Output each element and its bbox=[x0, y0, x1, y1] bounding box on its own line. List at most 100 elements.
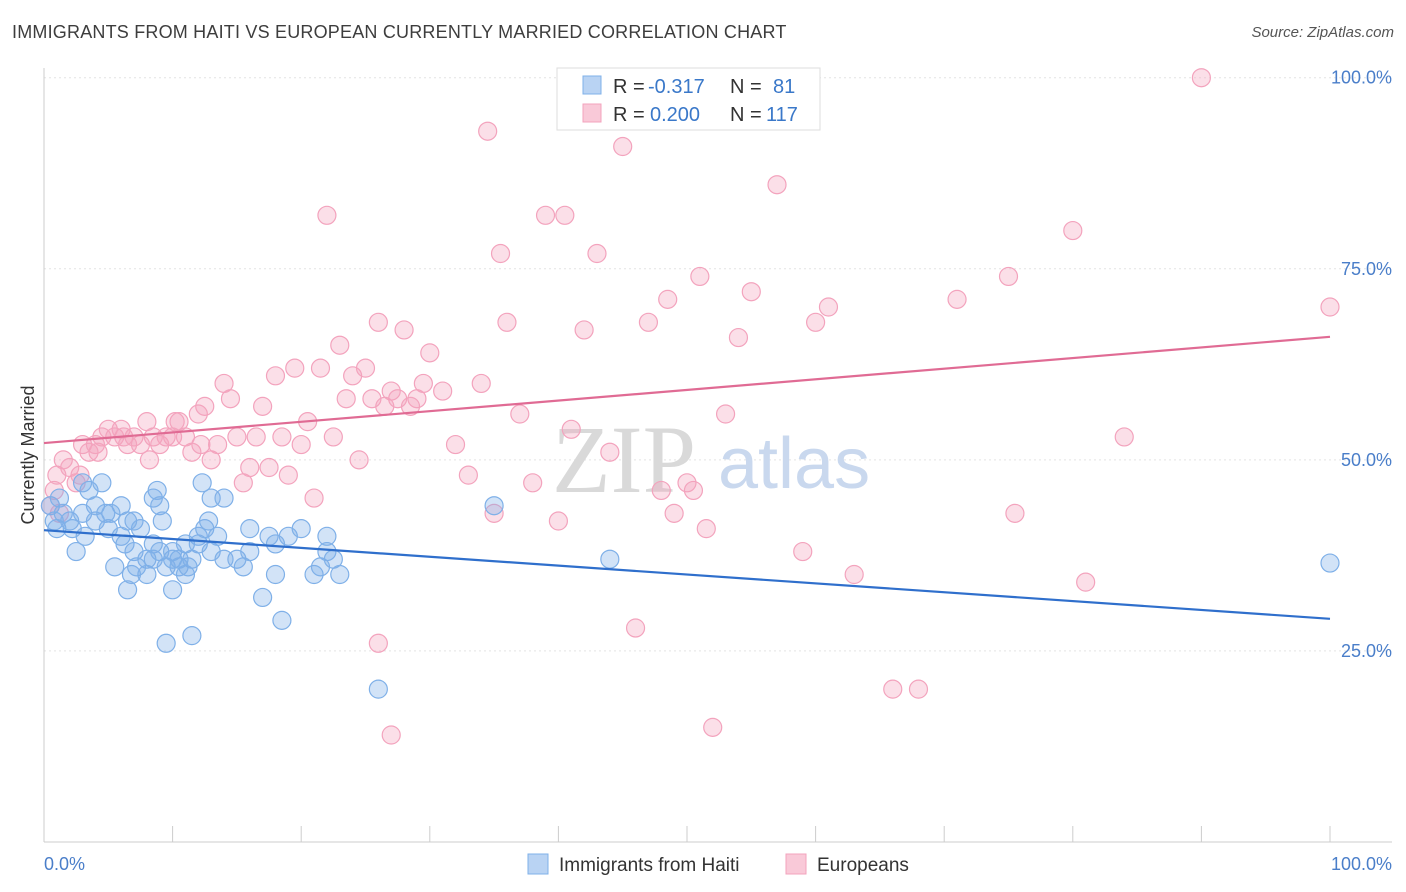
point-haiti bbox=[124, 511, 144, 531]
axes bbox=[43, 68, 1392, 843]
point-europeans bbox=[908, 679, 929, 699]
point-haiti bbox=[96, 503, 116, 523]
legend-swatch-haiti bbox=[582, 75, 602, 95]
point-haiti bbox=[1320, 553, 1340, 573]
point-europeans bbox=[696, 519, 716, 539]
point-europeans bbox=[574, 320, 594, 340]
point-haiti bbox=[265, 564, 286, 585]
point-europeans bbox=[336, 389, 356, 409]
point-europeans bbox=[272, 427, 292, 447]
point-haiti bbox=[317, 541, 337, 562]
point-europeans bbox=[265, 366, 286, 386]
point-europeans bbox=[285, 358, 305, 378]
legend-n-haiti: 81 bbox=[773, 76, 795, 98]
legend-r-label-europe: R = bbox=[613, 104, 645, 126]
point-europeans bbox=[227, 427, 247, 447]
point-haiti bbox=[75, 526, 95, 546]
point-europeans bbox=[445, 434, 466, 455]
legend-n-label-europe: N = bbox=[730, 104, 762, 126]
point-europeans bbox=[478, 121, 498, 141]
point-haiti bbox=[143, 534, 163, 554]
point-haiti bbox=[85, 496, 106, 516]
point-europeans bbox=[535, 205, 556, 225]
point-haiti bbox=[49, 488, 70, 508]
point-europeans bbox=[458, 465, 478, 485]
point-europeans bbox=[947, 289, 967, 309]
point-europeans bbox=[818, 297, 839, 317]
point-europeans bbox=[741, 282, 761, 302]
point-europeans bbox=[246, 427, 266, 447]
point-europeans bbox=[368, 312, 388, 332]
point-europeans bbox=[259, 457, 279, 478]
point-haiti bbox=[272, 610, 292, 630]
point-europeans bbox=[188, 404, 208, 424]
series-europeans bbox=[40, 68, 1340, 745]
point-europeans bbox=[715, 404, 736, 424]
watermark-zip: ZIP bbox=[552, 406, 696, 513]
point-europeans bbox=[1191, 68, 1212, 88]
legend-r-haiti: -0.317 bbox=[648, 76, 705, 98]
point-europeans bbox=[998, 266, 1019, 287]
point-haiti bbox=[240, 519, 260, 539]
point-europeans bbox=[323, 427, 343, 447]
point-haiti bbox=[330, 564, 350, 585]
chart-title: IMMIGRANTS FROM HAITI VS EUROPEAN CURREN… bbox=[12, 22, 787, 42]
point-europeans bbox=[368, 633, 388, 653]
point-europeans bbox=[600, 442, 620, 462]
point-europeans bbox=[548, 511, 569, 531]
y-axis-title: Currently Married bbox=[18, 385, 38, 524]
point-europeans bbox=[658, 289, 678, 309]
point-haiti bbox=[291, 519, 311, 539]
point-europeans bbox=[484, 503, 504, 523]
point-europeans bbox=[523, 473, 543, 493]
x-tick-labels: 0.0% 100.0% bbox=[44, 854, 1392, 874]
x-tick-label: 0.0% bbox=[44, 854, 85, 874]
point-haiti bbox=[304, 564, 324, 585]
point-europeans bbox=[625, 618, 646, 638]
trend-line-haiti bbox=[43, 529, 1331, 620]
point-europeans bbox=[1320, 297, 1340, 317]
point-europeans bbox=[805, 312, 826, 332]
point-haiti bbox=[600, 549, 620, 569]
point-europeans bbox=[561, 419, 581, 439]
point-europeans bbox=[683, 480, 704, 501]
watermark: ZIP atlas bbox=[552, 406, 870, 513]
y-tick-label: 25.0% bbox=[1341, 641, 1392, 661]
point-europeans bbox=[330, 335, 350, 355]
point-europeans bbox=[728, 327, 749, 348]
point-haiti bbox=[156, 633, 176, 653]
point-haiti bbox=[178, 557, 198, 577]
point-europeans bbox=[304, 488, 324, 508]
point-europeans bbox=[767, 175, 787, 195]
point-europeans bbox=[253, 396, 273, 416]
point-europeans bbox=[651, 480, 671, 501]
point-haiti bbox=[72, 473, 93, 493]
legend-r-europe: 0.200 bbox=[650, 104, 700, 126]
bottom-legend-label-europe: Europeans bbox=[817, 855, 909, 876]
point-europeans bbox=[703, 717, 723, 737]
y-tick-labels: 25.0% 50.0% 75.0% 100.0% bbox=[1331, 68, 1392, 661]
point-europeans bbox=[587, 243, 607, 264]
series-legend: Immigrants from Haiti Europeans bbox=[527, 853, 909, 876]
point-europeans bbox=[497, 312, 517, 332]
point-haiti bbox=[150, 496, 170, 516]
grid-lines bbox=[44, 77, 1392, 842]
stats-legend: R = -0.317 N = 81 R = 0.200 N = 117 bbox=[556, 67, 821, 131]
point-haiti bbox=[92, 473, 112, 493]
legend-r-label-haiti: R = bbox=[613, 76, 645, 98]
point-haiti bbox=[368, 679, 388, 699]
y-tick-label: 50.0% bbox=[1341, 450, 1392, 470]
point-europeans bbox=[381, 381, 401, 401]
point-haiti bbox=[317, 526, 337, 546]
point-haiti bbox=[214, 488, 234, 508]
point-europeans bbox=[88, 442, 108, 462]
point-haiti bbox=[147, 480, 167, 501]
bottom-legend-label-haiti: Immigrants from Haiti bbox=[559, 855, 740, 876]
point-haiti bbox=[253, 587, 273, 608]
point-europeans bbox=[420, 343, 440, 363]
point-europeans bbox=[690, 266, 710, 287]
watermark-atlas: atlas bbox=[718, 424, 870, 504]
point-europeans bbox=[664, 503, 684, 523]
point-europeans bbox=[381, 725, 401, 745]
